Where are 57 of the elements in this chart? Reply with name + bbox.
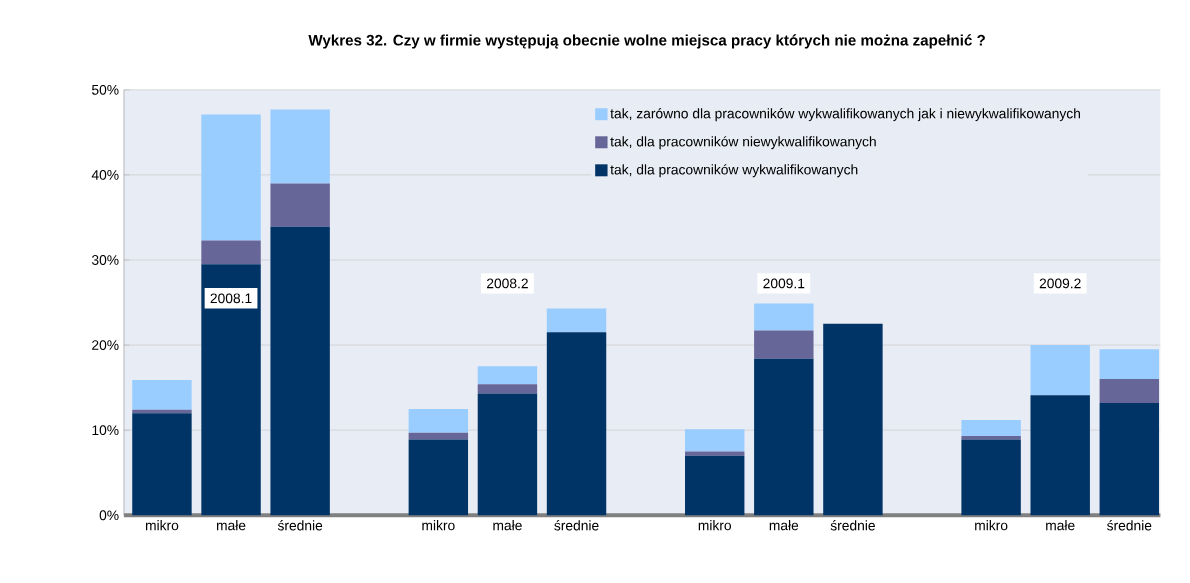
bar [408,408,469,433]
x-tick-label: małe [216,519,246,531]
bar [546,308,607,333]
bar [201,240,261,265]
annotation: 2008.1 [210,293,252,304]
x-tick-label: średnie [554,519,599,531]
bar [477,366,538,385]
bar [270,226,330,516]
x-tick-label: mikro [975,519,1008,531]
annotation: 2009.2 [1039,278,1081,289]
bar [754,358,814,516]
bar [754,303,814,331]
bar [1099,402,1160,516]
y-tick-label: 20% [92,340,119,350]
bar [1099,349,1160,379]
bar [477,384,538,394]
bar [1099,378,1160,403]
legend-label: tak, dla pracowników niewykwalifikowanych [610,135,876,150]
bar [961,439,1021,516]
bar [201,114,261,241]
x-tick-label: małe [493,519,522,531]
x-tick-label: mikro [698,519,732,531]
y-tick-label: 10% [92,425,119,435]
x-tick-label: mikro [422,519,455,531]
annotation: 2009.1 [763,278,805,289]
x-tick-label: średnie [830,519,875,531]
bar [961,419,1021,436]
bar [270,183,330,227]
y-tick-label: 40% [91,169,119,180]
bar [1030,395,1090,516]
y-tick-label: 30% [91,254,119,265]
x-tick-label: średnie [1107,519,1152,531]
bar [546,332,607,516]
bar [961,435,1021,440]
bar [132,412,192,516]
bar [132,379,192,410]
bar [823,323,883,516]
bar [685,451,745,456]
bar [270,109,330,184]
bar [754,330,814,359]
x-tick-label: małe [1046,519,1075,531]
y-tick-label: 50% [91,84,119,95]
legend-label: tak, dla pracowników wykwalifikowanych [610,164,858,178]
y-tick-label: 0% [99,510,119,520]
bar [408,432,469,440]
bar [201,264,261,516]
chart-title: Wykres 32. Czy w firmie występują obecnie wolne miejsca pracy których nie można zapełnić ? [308,34,985,49]
x-tick-label: średnie [277,519,323,531]
bar [408,439,469,516]
annotation: 2008.2 [487,278,528,289]
legend-label: tak, zarówno dla pracowników wykwalifikowanych jak i niewykwalifikowanych [610,107,1080,121]
bar [477,393,538,516]
bar [685,429,745,452]
bar [1030,344,1090,396]
x-tick-label: małe [769,519,799,531]
bar [685,455,745,516]
x-tick-label: mikro [145,519,179,531]
